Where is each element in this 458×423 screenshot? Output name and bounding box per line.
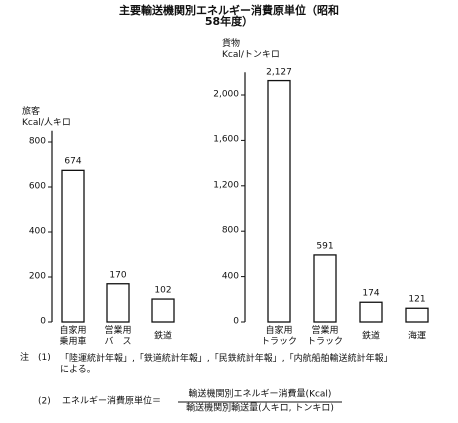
title: 主要輸送機関別エネルギー消費原単位（昭和58年度）	[119, 4, 339, 28]
fraction-numerator: 輸送機関別エネルギー消費量(Kcal)	[188, 389, 332, 400]
value-label: 170	[109, 270, 127, 281]
x-tick-label: 鉄道	[361, 331, 381, 342]
bar	[313, 254, 337, 323]
y-axis-label: 旅客 Kcal/人キロ	[22, 107, 71, 128]
note-text: エネルギー消費原単位＝	[62, 396, 162, 407]
y-tick-label: 200	[28, 271, 46, 282]
x-tick-label: 営業用 バ ス	[104, 326, 132, 347]
x-tick-label: 海運	[407, 331, 427, 342]
x-tick-label: 自家用 トラック	[260, 326, 298, 347]
y-tick-label: 400	[221, 271, 239, 282]
bar	[106, 283, 130, 323]
y-tick-label: 600	[28, 181, 46, 192]
bar	[61, 169, 85, 323]
y-tick-label: 1,200	[213, 180, 239, 191]
bar	[151, 298, 175, 323]
bar	[267, 79, 291, 323]
y-tick-label: 400	[28, 226, 46, 237]
value-label: 102	[154, 285, 172, 296]
fraction-denominator: 輸送機関別輸送量(人キロ, トンキロ)	[186, 403, 334, 414]
value-label: 591	[316, 241, 334, 252]
y-axis-label: 貨物 Kcal/トンキロ	[222, 39, 280, 60]
note-marker: (2)	[38, 396, 51, 407]
y-tick-label: 800	[221, 225, 239, 236]
note-marker: 注 (1)	[20, 353, 51, 363]
bar	[359, 301, 383, 323]
x-tick-label: 営業用 トラック	[306, 326, 344, 347]
x-tick-label: 自家用 乗用車	[59, 326, 87, 347]
value-label: 2,127	[266, 67, 292, 78]
y-tick-label: 800	[28, 136, 46, 147]
y-tick-label: 0	[40, 316, 46, 327]
y-tick-label: 0	[233, 316, 239, 327]
value-label: 174	[362, 288, 380, 299]
y-tick-label: 1,600	[213, 134, 239, 145]
y-tick-label: 2,000	[213, 89, 239, 100]
value-label: 674	[64, 156, 82, 167]
value-label: 121	[408, 294, 426, 305]
x-tick-label: 鉄道	[153, 331, 173, 342]
bar	[405, 307, 429, 323]
note-text: 「陸運統計年報」,「鉄道統計年報」,「民鉄統計年報」,「内航船舶輸送統計年報」 …	[60, 354, 393, 375]
